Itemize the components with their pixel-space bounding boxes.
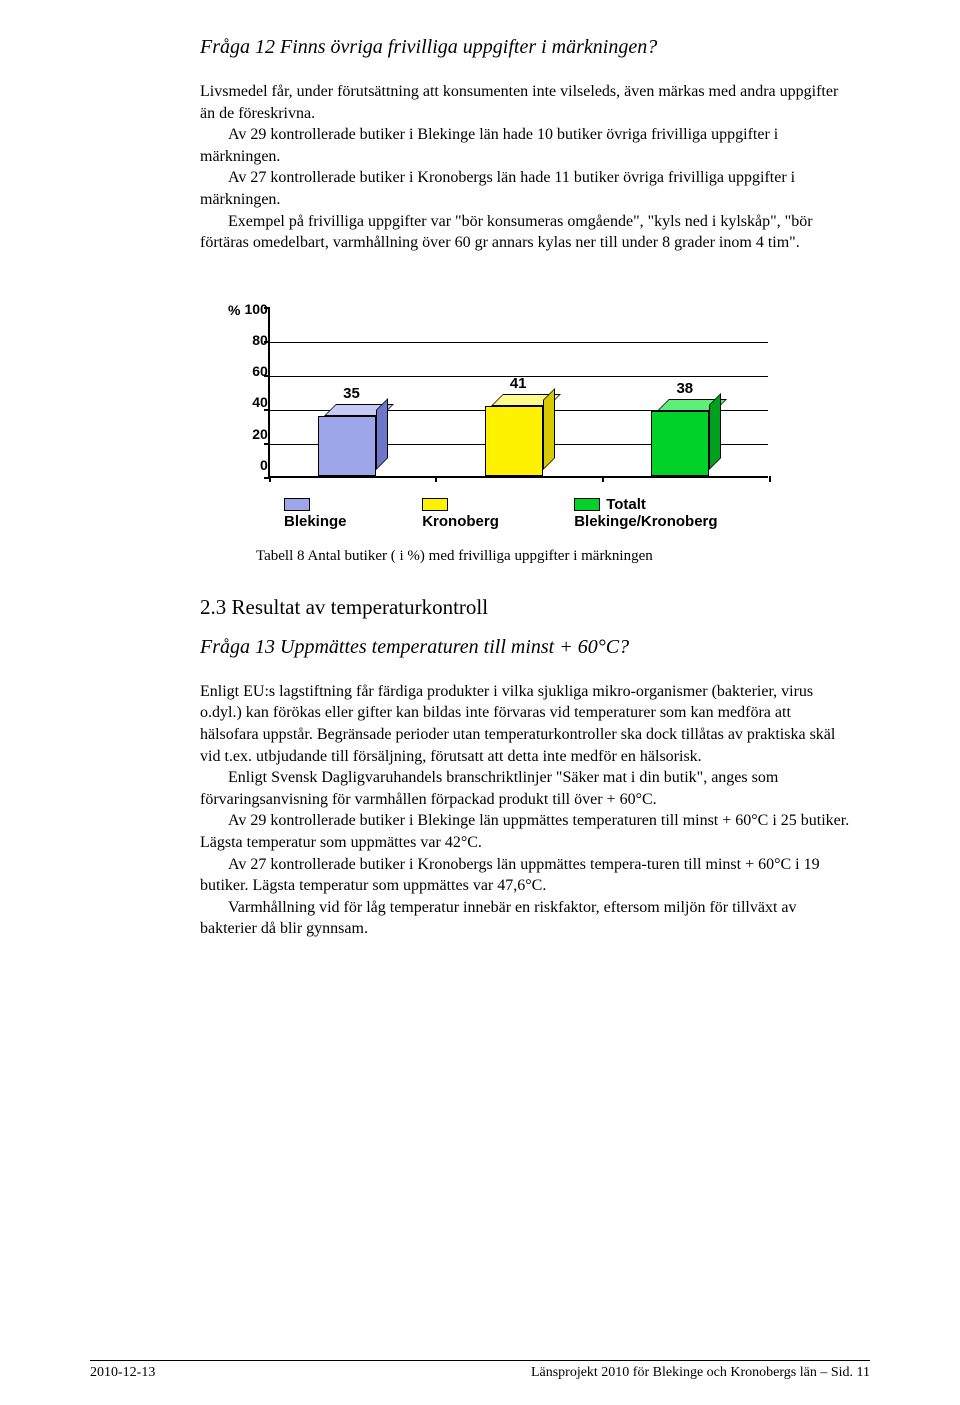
q12-para-3: Av 27 kontrollerade butiker i Kronobergs… — [200, 167, 850, 210]
question-12-title: Fråga 12 Finns övriga frivilliga uppgift… — [200, 36, 850, 59]
legend-item: Blekinge — [284, 496, 376, 530]
bar-value-label: 41 — [510, 375, 527, 392]
q12-para-1: Livsmedel får, under förutsättning att k… — [200, 81, 850, 124]
y-tick: 0 — [260, 458, 268, 472]
y-tick: 20 — [252, 427, 268, 441]
chart-bar: 41 — [485, 406, 555, 476]
chart-plot-area: 35 41 38 — [268, 308, 768, 478]
page-footer: 2010-12-13 Länsprojekt 2010 för Blekinge… — [0, 1360, 960, 1381]
legend-label: Kronoberg — [422, 513, 499, 530]
q12-para-4: Exempel på frivilliga uppgifter var "bör… — [200, 211, 850, 254]
legend-item: Totalt Blekinge/Kronoberg — [574, 496, 788, 530]
y-axis-labels: 100 80 60 40 20 0 — [244, 302, 267, 472]
chart-legend: Blekinge Kronoberg Totalt Blekinge/Krono… — [284, 496, 788, 530]
bar-value-label: 35 — [343, 385, 360, 402]
legend-item: Kronoberg — [422, 496, 528, 530]
q12-para-2: Av 29 kontrollerade butiker i Blekinge l… — [200, 124, 850, 167]
chart-bar: 38 — [651, 411, 721, 476]
bar-value-label: 38 — [676, 380, 693, 397]
q13-para-1: Enligt EU:s lagstiftning får färdiga pro… — [200, 681, 850, 767]
legend-swatch — [422, 498, 448, 511]
chart-caption: Tabell 8 Antal butiker ( i %) med frivil… — [256, 548, 788, 565]
footer-date: 2010-12-13 — [90, 1365, 155, 1381]
chart-bar: 35 — [318, 416, 388, 476]
y-tick: 40 — [252, 395, 268, 409]
y-tick: 100 — [244, 302, 267, 316]
legend-swatch — [574, 498, 600, 511]
y-axis-symbol: % — [228, 302, 240, 318]
section-23-heading: 2.3 Resultat av temperaturkontroll — [200, 595, 850, 620]
bar-chart: % 100 80 60 40 20 0 35 41 38 Blekinge Kron… — [228, 288, 788, 565]
legend-label: Blekinge — [284, 513, 347, 530]
q13-para-3: Av 29 kontrollerade butiker i Blekinge l… — [200, 810, 850, 853]
q13-para-4: Av 27 kontrollerade butiker i Kronobergs… — [200, 854, 850, 897]
legend-swatch — [284, 498, 310, 511]
q13-para-5: Varmhållning vid för låg temperatur inne… — [200, 897, 850, 940]
q13-para-2: Enligt Svensk Dagligvaruhandels branschr… — [200, 767, 850, 810]
question-13-title: Fråga 13 Uppmättes temperaturen till min… — [200, 636, 850, 659]
footer-page-info: Länsprojekt 2010 för Blekinge och Kronob… — [531, 1365, 870, 1381]
